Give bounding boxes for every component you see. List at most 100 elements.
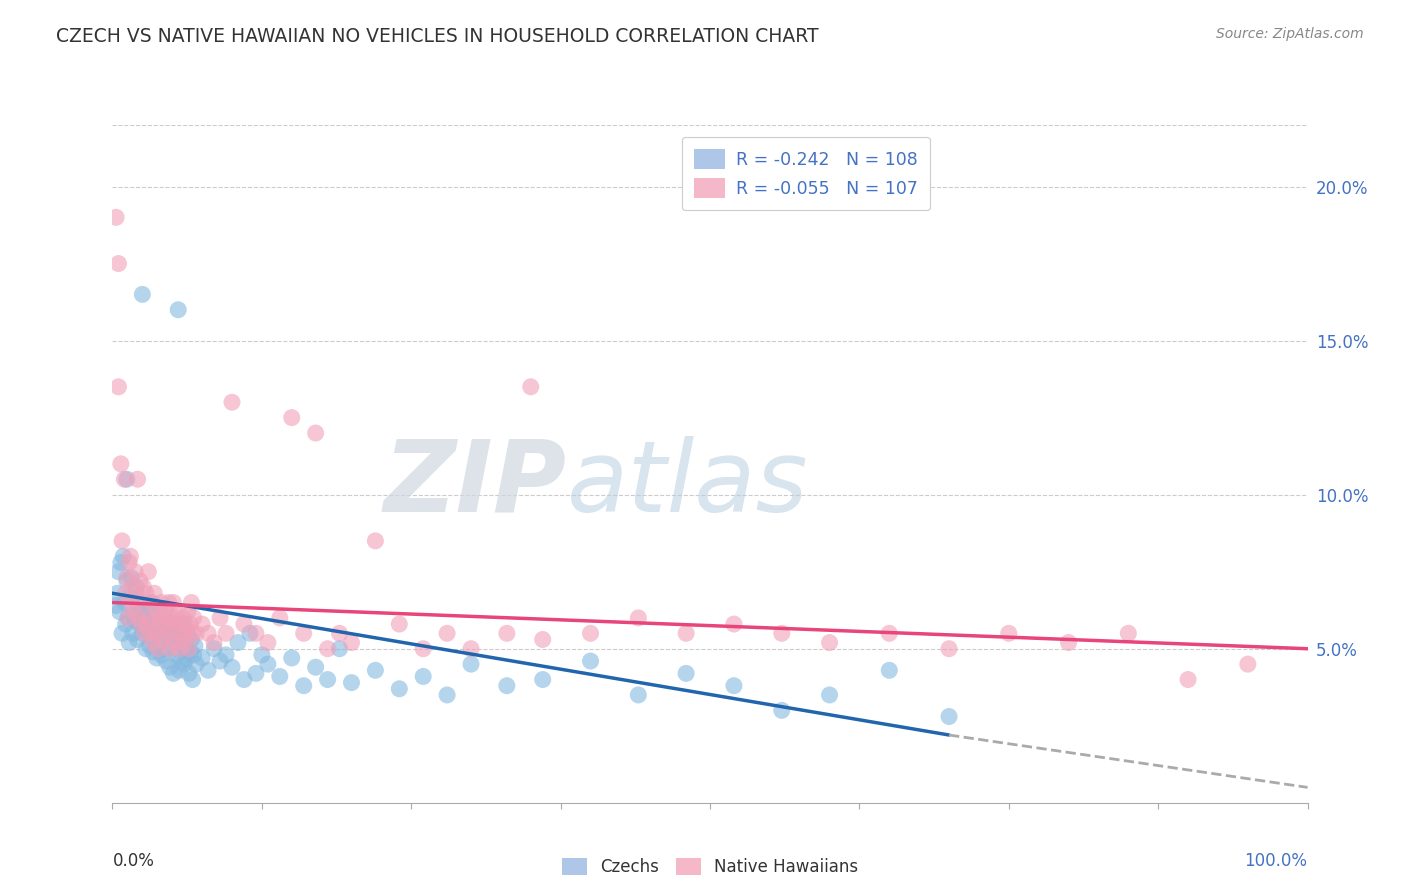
Point [388, 617, 411, 632]
Point [770, 703, 793, 717]
Point [197, 663, 219, 677]
Point [142, 645, 165, 659]
Point [181, 673, 204, 687]
Point [138, 624, 160, 638]
Point [232, 673, 256, 687]
Point [938, 641, 960, 656]
Point [221, 660, 243, 674]
Point [112, 549, 135, 564]
Point [215, 648, 238, 662]
Point [145, 605, 167, 619]
Text: ZIP: ZIP [384, 435, 567, 533]
Point [191, 617, 214, 632]
Point [496, 679, 519, 693]
Point [146, 641, 169, 656]
Point [186, 626, 208, 640]
Point [150, 648, 173, 662]
Point [202, 635, 225, 649]
Point [121, 595, 143, 609]
Point [239, 626, 262, 640]
Point [340, 635, 363, 649]
Point [170, 626, 193, 640]
Point [169, 635, 191, 649]
Point [436, 688, 458, 702]
Point [269, 669, 291, 683]
Point [167, 624, 190, 638]
Point [121, 626, 143, 640]
Point [364, 533, 387, 548]
Point [155, 654, 177, 668]
Point [143, 617, 166, 632]
Point [138, 565, 160, 579]
Point [139, 595, 162, 609]
Point [111, 626, 134, 640]
Point [131, 595, 153, 609]
Point [180, 595, 202, 609]
Text: 100.0%: 100.0% [1244, 852, 1308, 870]
Text: CZECH VS NATIVE HAWAIIAN NO VEHICLES IN HOUSEHOLD CORRELATION CHART: CZECH VS NATIVE HAWAIIAN NO VEHICLES IN … [56, 27, 818, 45]
Point [139, 626, 162, 640]
Point [221, 395, 243, 409]
Point [197, 626, 219, 640]
Point [162, 595, 184, 609]
Point [114, 595, 135, 609]
Point [191, 651, 214, 665]
Point [176, 651, 198, 665]
Point [108, 605, 131, 619]
Point [105, 586, 128, 600]
Point [186, 657, 208, 672]
Point [162, 666, 184, 681]
Point [170, 654, 193, 668]
Point [159, 660, 181, 674]
Point [496, 626, 519, 640]
Text: atlas: atlas [567, 435, 808, 533]
Point [138, 611, 160, 625]
Point [256, 657, 278, 672]
Point [173, 635, 195, 649]
Point [167, 605, 190, 619]
Point [111, 533, 134, 548]
Point [138, 639, 160, 653]
Point [153, 620, 176, 634]
Point [412, 641, 434, 656]
Point [122, 607, 145, 622]
Point [723, 617, 745, 632]
Point [181, 626, 204, 640]
Point [152, 624, 174, 638]
Point [141, 595, 163, 609]
Point [436, 626, 458, 640]
Point [114, 472, 135, 486]
Point [122, 605, 145, 619]
Point [998, 626, 1021, 640]
Point [723, 679, 745, 693]
Point [115, 472, 138, 486]
Point [818, 635, 841, 649]
Point [460, 657, 482, 672]
Point [770, 626, 793, 640]
Point [256, 635, 278, 649]
Point [124, 565, 146, 579]
Point [156, 626, 179, 640]
Point [169, 641, 191, 656]
Point [176, 626, 198, 640]
Point [177, 626, 200, 640]
Point [160, 620, 183, 634]
Point [1177, 673, 1199, 687]
Point [132, 580, 155, 594]
Text: Source: ZipAtlas.com: Source: ZipAtlas.com [1216, 27, 1364, 41]
Point [153, 641, 176, 656]
Point [304, 425, 326, 440]
Point [179, 617, 201, 632]
Point [579, 654, 602, 668]
Point [166, 626, 188, 640]
Point [155, 605, 177, 619]
Point [131, 287, 153, 301]
Point [877, 626, 900, 640]
Point [148, 611, 170, 625]
Point [173, 657, 195, 672]
Point [184, 639, 207, 653]
Point [143, 586, 166, 600]
Point [153, 611, 176, 625]
Point [162, 626, 183, 640]
Point [118, 635, 141, 649]
